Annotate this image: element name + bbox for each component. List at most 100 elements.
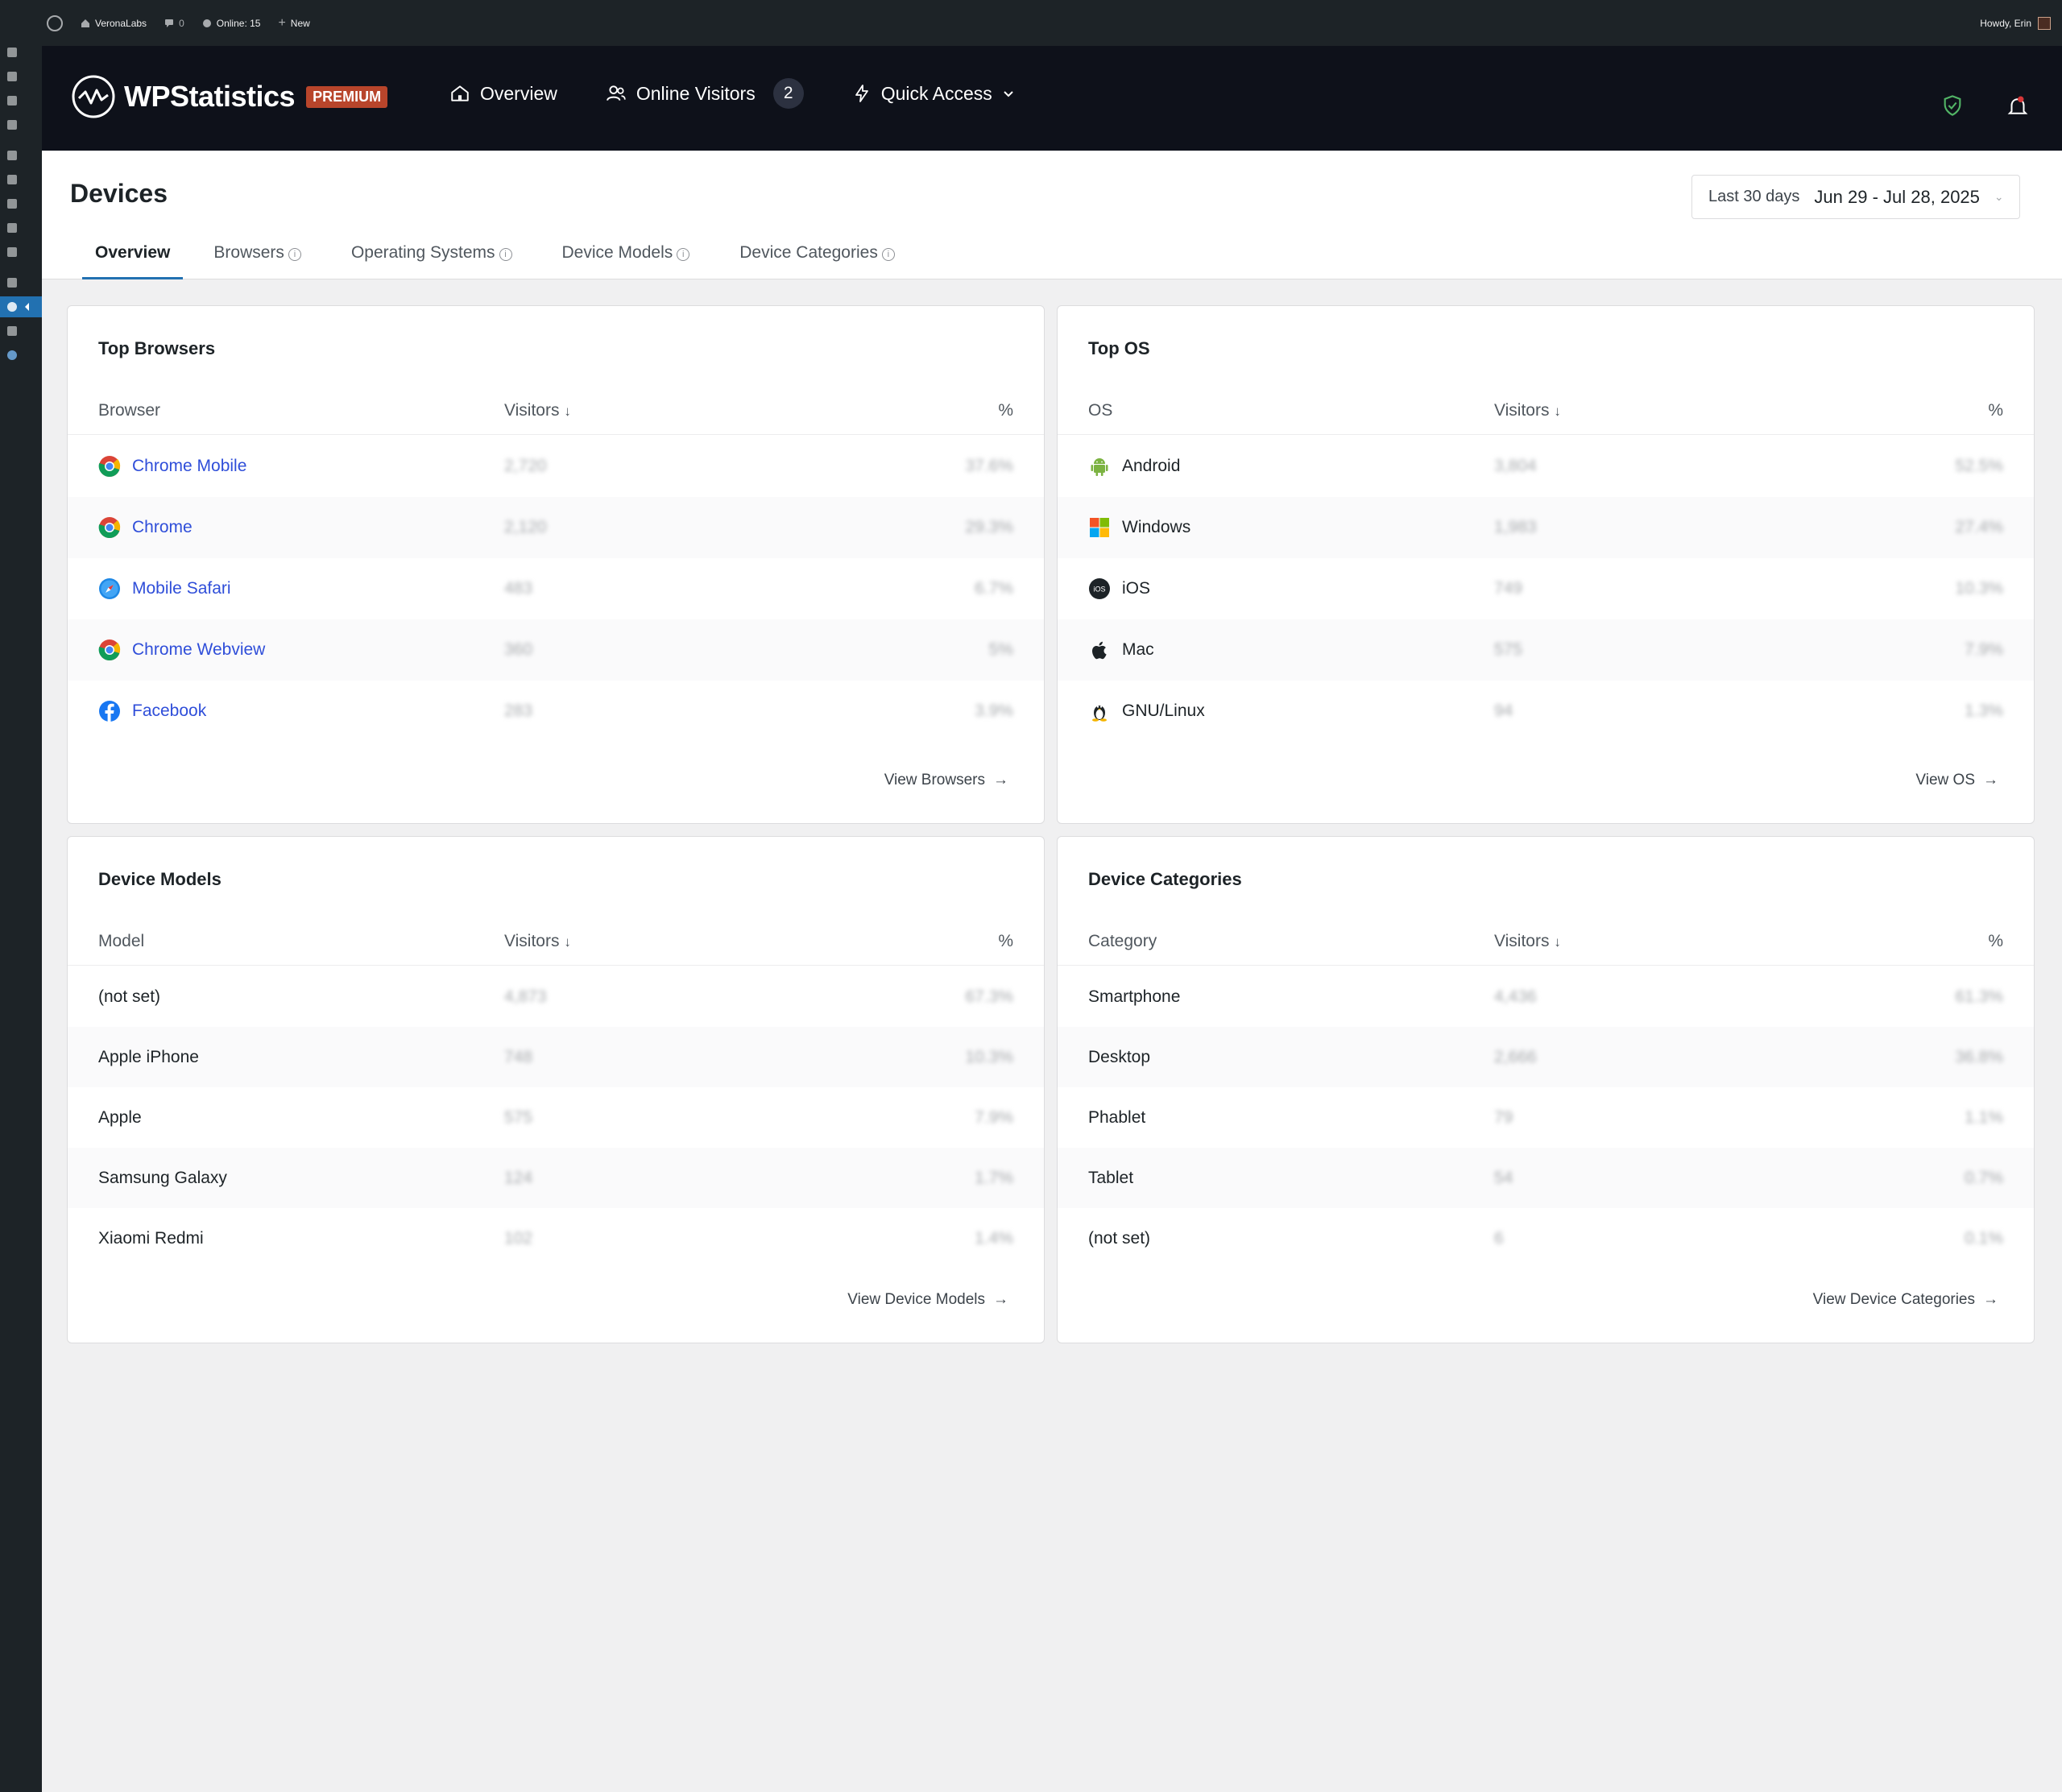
comments-link[interactable]: 0 (164, 18, 184, 29)
date-range-picker[interactable]: Last 30 days Jun 29 - Jul 28, 2025 ⌄ (1691, 175, 2020, 219)
visitors-value: 749 (1494, 579, 1523, 598)
browser-link[interactable]: Chrome Webview (132, 640, 266, 659)
visitors-value: 483 (504, 579, 533, 598)
visitors-value: 575 (504, 1107, 533, 1127)
users-menu-icon[interactable] (0, 193, 42, 214)
browser-link[interactable]: Mobile Safari (132, 579, 231, 598)
info-icon[interactable]: i (499, 248, 512, 261)
browser-link[interactable]: Facebook (132, 701, 207, 720)
tab-operating-systems-label: Operating Systems (350, 243, 495, 262)
premium-badge: PREMIUM (306, 85, 388, 108)
card-title: Top Browsers (98, 338, 216, 358)
visitors-value: 1,983 (1494, 518, 1537, 536)
browser-link[interactable]: Chrome (132, 518, 193, 536)
nav-overview[interactable]: Overview (449, 83, 557, 105)
sort-arrow-down-icon: ↓ (1554, 404, 1561, 419)
privacy-shield-icon[interactable] (1941, 94, 1964, 117)
media-menu-icon[interactable] (0, 66, 42, 87)
new-content-link[interactable]: + New (278, 16, 309, 31)
notification-bell-icon[interactable] (2006, 94, 2030, 118)
column-header-visitors[interactable]: Visitors ↓ (1494, 401, 1561, 420)
view-device-models-label: View Device Models (847, 1291, 985, 1308)
howdy-label: Howdy, Erin (1980, 17, 2031, 29)
table-row: (not set) 4,873 67.3% (68, 966, 1044, 1027)
percent-value: 5% (988, 640, 1013, 659)
table-row: iOS iOS 749 10.3% (1058, 558, 2034, 619)
tools-menu-icon[interactable] (0, 217, 42, 238)
column-header-visitors[interactable]: Visitors ↓ (504, 401, 571, 420)
settings-menu-icon[interactable] (0, 242, 42, 263)
tab-operating-systems[interactable]: Operating Systems i (332, 239, 532, 279)
table-row: (not set) 6 0.1% (1058, 1208, 2034, 1268)
os-name: Android (1122, 457, 1181, 475)
info-icon[interactable]: i (881, 248, 895, 261)
os-name: iOS (1122, 579, 1151, 598)
view-device-categories-link[interactable]: View Device Categories → (1813, 1291, 1998, 1309)
my-account-link[interactable]: Howdy, Erin (1980, 0, 2051, 46)
statistics-menu-icon[interactable] (0, 296, 42, 317)
posts-menu-icon[interactable] (0, 42, 42, 63)
card-title: Device Categories (1088, 869, 1242, 889)
column-header-category: Category (1088, 932, 1157, 950)
arrow-right-icon: → (1983, 1291, 1998, 1308)
nav-online-visitors-label: Online Visitors (636, 82, 756, 104)
appearance-menu-icon[interactable] (0, 145, 42, 166)
view-os-link[interactable]: View OS → (1915, 772, 1998, 789)
tab-device-categories[interactable]: Device Categories i (720, 239, 914, 279)
tab-overview-label: Overview (95, 243, 171, 262)
brand-logo[interactable]: WPStatistics PREMIUM (71, 74, 388, 119)
nav-online-visitors[interactable]: Online Visitors 2 (606, 78, 804, 109)
percent-value: 36.8% (1955, 1047, 2003, 1066)
plus-icon: + (278, 15, 286, 30)
home-icon (81, 19, 89, 27)
table-row: Desktop 2,666 36.8% (1058, 1027, 2034, 1087)
browser-link[interactable]: Chrome Mobile (132, 457, 247, 475)
tab-overview[interactable]: Overview (82, 239, 184, 279)
percent-value: 61.3% (1955, 987, 2003, 1006)
arrow-right-icon: → (993, 1291, 1008, 1308)
sort-arrow-down-icon: ↓ (564, 934, 571, 950)
online-label: Online: 15 (216, 17, 261, 29)
column-header-percent: % (1988, 932, 2003, 950)
pages-menu-icon[interactable] (0, 90, 42, 111)
online-link[interactable]: Online: 15 (202, 17, 261, 29)
model-name: Apple iPhone (98, 1047, 199, 1066)
model-name: Xiaomi Redmi (98, 1228, 204, 1248)
plugins-menu-icon[interactable] (0, 169, 42, 190)
column-header-visitors[interactable]: Visitors ↓ (1494, 932, 1561, 951)
os-name: Windows (1122, 518, 1191, 536)
info-icon[interactable]: i (677, 248, 690, 261)
chrome-icon (98, 639, 121, 661)
visitors-value: 2,666 (1494, 1047, 1537, 1066)
visitors-value: 102 (504, 1228, 533, 1248)
tab-device-models[interactable]: Device Models i (543, 239, 710, 279)
table-header: Model Visitors ↓ % (68, 917, 1044, 966)
tab-browsers[interactable]: Browsers i (194, 239, 321, 279)
nav-quick-access[interactable]: Quick Access (852, 83, 1015, 105)
view-browsers-link[interactable]: View Browsers → (884, 772, 1008, 789)
online-count-badge: 2 (772, 78, 804, 109)
comments-menu-icon[interactable] (0, 114, 42, 135)
collapse-menu-icon[interactable] (0, 345, 42, 366)
linux-icon (1092, 706, 1107, 722)
visitors-header-label: Visitors (1494, 932, 1550, 950)
percent-value: 6.7% (975, 579, 1013, 598)
ios-icon: iOS (1089, 578, 1110, 599)
os-name: GNU/Linux (1122, 701, 1205, 720)
table-header: Category Visitors ↓ % (1058, 917, 2034, 966)
table-header: Browser Visitors ↓ % (68, 387, 1044, 435)
visitors-value: 283 (504, 701, 533, 720)
column-header-visitors[interactable]: Visitors ↓ (504, 932, 571, 951)
mail-menu-icon[interactable] (0, 272, 42, 293)
percent-value: 10.3% (1955, 579, 2003, 598)
site-name-link[interactable]: VeronaLabs (81, 18, 147, 29)
reports-menu-icon[interactable] (0, 321, 42, 341)
info-icon[interactable]: i (288, 248, 301, 261)
view-device-models-link[interactable]: View Device Models → (847, 1291, 1008, 1309)
table-row: Smartphone 4,436 61.3% (1058, 966, 2034, 1027)
visitors-value: 6 (1494, 1228, 1504, 1248)
wp-admin-bar: VeronaLabs 0 Online: 15 + New Howdy, Eri… (0, 0, 2062, 46)
tab-device-models-label: Device Models (561, 243, 673, 262)
wordpress-logo-icon[interactable] (47, 14, 63, 31)
visitors-value: 575 (1494, 640, 1523, 659)
